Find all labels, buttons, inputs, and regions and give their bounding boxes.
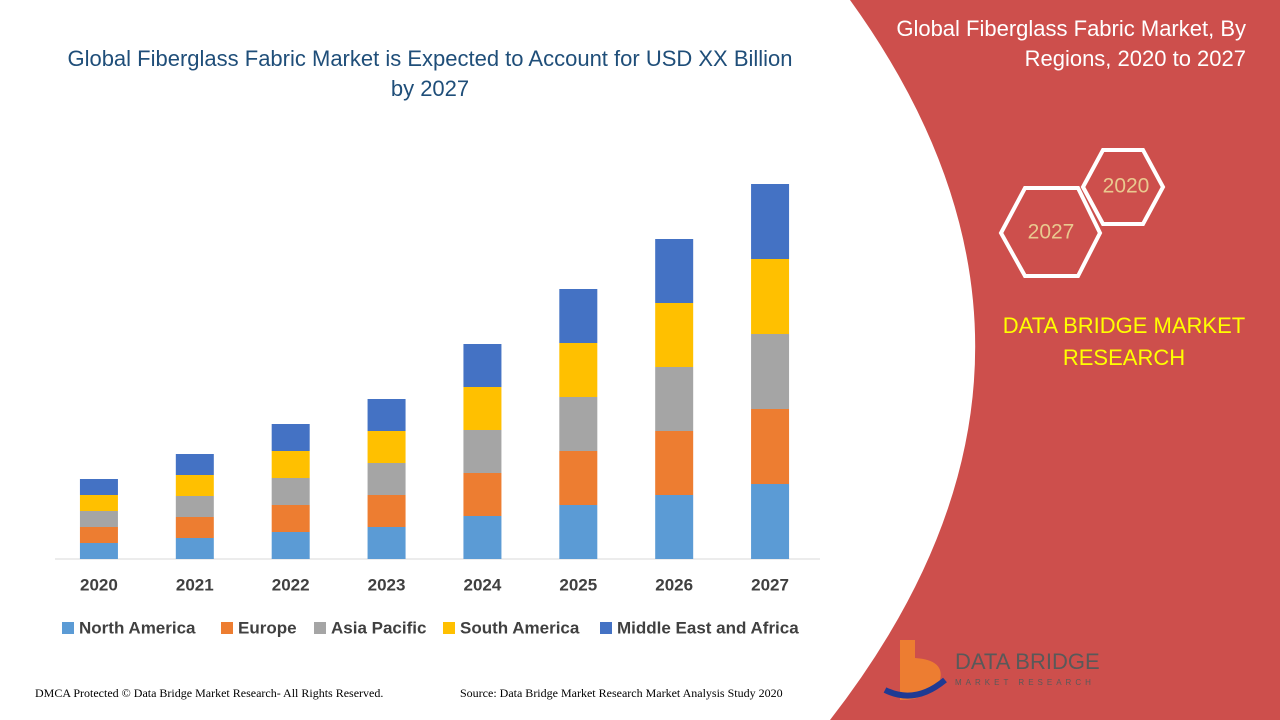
bar-segment (175, 517, 214, 538)
legend-label: South America (460, 618, 580, 637)
bar-segment (175, 475, 214, 496)
bar-segment (79, 495, 118, 511)
x-tick-label: 2023 (368, 575, 406, 594)
legend-swatch (221, 622, 233, 634)
logo-text: DATA BRIDGE (955, 649, 1100, 674)
legend-swatch (62, 622, 74, 634)
side-panel (830, 0, 1280, 720)
bar-segment (655, 431, 694, 495)
bar-segment (655, 367, 694, 431)
x-tick-label: 2025 (559, 575, 597, 594)
bar-segment (367, 463, 406, 495)
x-tick-label: 2020 (80, 575, 118, 594)
chart-title: Global Fiberglass Fabric Market is Expec… (67, 46, 793, 101)
hexagon (998, 186, 1103, 278)
bar-segment (271, 532, 310, 559)
bar-segment (175, 496, 214, 517)
bar-segment (79, 479, 118, 495)
bar-segment (271, 451, 310, 478)
bar-segment (271, 478, 310, 505)
bar-segment (79, 527, 118, 543)
logo-mark (900, 640, 941, 700)
bar-segment (559, 289, 598, 343)
hex-label: 2020 (1103, 175, 1150, 198)
bar-segment (751, 484, 790, 559)
legend-label: Europe (238, 618, 297, 637)
bar-segment (79, 511, 118, 527)
bar-segment (367, 431, 406, 463)
bar-segment (751, 334, 790, 409)
bar-segment (655, 239, 694, 303)
bar-segment (559, 397, 598, 451)
bar-segment (751, 259, 790, 334)
bar-segment (559, 343, 598, 397)
bar-segment (463, 387, 502, 430)
bar-segment (463, 516, 502, 559)
footer-right: Source: Data Bridge Market Research Mark… (460, 686, 783, 700)
bar-segment (271, 505, 310, 532)
bar-segment (463, 430, 502, 473)
bar-segment (175, 538, 214, 559)
bar-segment (751, 409, 790, 484)
legend-label: Middle East and Africa (617, 618, 799, 637)
bar-segment (367, 495, 406, 527)
x-tick-label: 2027 (751, 575, 789, 594)
bar-segment (655, 303, 694, 367)
bar-segment (559, 505, 598, 559)
legend-label: North America (79, 618, 196, 637)
footer-left: DMCA Protected © Data Bridge Market Rese… (35, 686, 384, 700)
x-tick-label: 2026 (655, 575, 693, 594)
hexagon (1080, 148, 1166, 226)
legend-swatch (443, 622, 455, 634)
bar-segment (751, 184, 790, 259)
bar-segment (367, 399, 406, 431)
bar-segment (655, 495, 694, 559)
bar-segment (463, 473, 502, 516)
x-tick-label: 2024 (464, 575, 502, 594)
bar-segment (175, 454, 214, 475)
panel-title: Global Fiberglass Fabric Market, By Regi… (896, 16, 1246, 71)
legend-swatch (600, 622, 612, 634)
logo-subtext: MARKET RESEARCH (955, 678, 1095, 687)
legend-swatch (314, 622, 326, 634)
logo-swoosh (883, 677, 947, 699)
bar-segment (463, 344, 502, 387)
legend-label: Asia Pacific (331, 618, 426, 637)
x-tick-label: 2021 (176, 575, 214, 594)
hex-label: 2027 (1028, 221, 1075, 244)
brand-text: DATA BRIDGE MARKET RESEARCH (1002, 313, 1246, 370)
x-tick-label: 2022 (272, 575, 310, 594)
bar-segment (367, 527, 406, 559)
bar-segment (559, 451, 598, 505)
bar-segment (271, 424, 310, 451)
bar-segment (79, 543, 118, 559)
